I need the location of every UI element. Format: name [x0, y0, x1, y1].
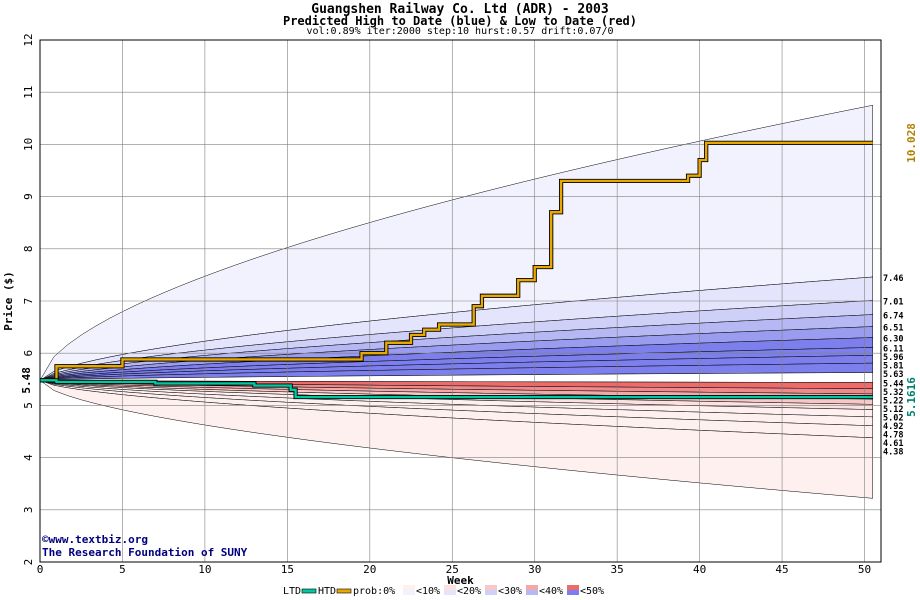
legend-swatch-band-high	[567, 590, 579, 595]
legend-swatch-band-low	[403, 585, 415, 590]
x-axis-label: Week	[447, 574, 474, 587]
legend-swatch-band-low	[485, 585, 497, 590]
y-tick-label: 9	[22, 193, 35, 200]
x-tick-label: 15	[281, 563, 294, 576]
level-label: 7.01	[883, 297, 903, 307]
level-label: 5.32	[883, 388, 903, 398]
x-tick-label: 20	[363, 563, 376, 576]
legend-label-prob: prob:0%	[353, 586, 395, 597]
y-tick-label: 8	[22, 245, 35, 252]
x-tick-label: 30	[528, 563, 541, 576]
y-tick-label: 10	[22, 138, 35, 151]
y-tick-label: 4	[22, 454, 35, 461]
legend-label-band: <20%	[457, 586, 481, 597]
legend-swatch-band-low	[444, 585, 456, 590]
level-label: 4.92	[883, 422, 903, 432]
level-label: 4.61	[883, 439, 903, 449]
level-label: 5.44	[883, 379, 903, 389]
chart-title: Guangshen Railway Co. Ltd (ADR) - 2003	[311, 2, 609, 17]
axes: 0 5 10 15 20 25 30 35 40 45 5023456789101112WeekPr…	[2, 33, 882, 587]
level-label: 6.51	[883, 324, 903, 334]
y-tick-label: 5	[22, 402, 35, 409]
series-lines	[40, 140, 873, 400]
legend-swatch-band-high	[403, 590, 415, 595]
legend-swatch-htd	[336, 588, 352, 594]
legend: LTD HTD prob:0% <10% <20% <30% <40% <50%	[283, 585, 604, 597]
y-tick-label: 11	[22, 86, 35, 99]
legend-label-ltd: LTD	[283, 586, 301, 597]
legend-swatch-band-high	[526, 590, 538, 595]
level-label: 4.78	[883, 430, 903, 440]
y-tick-label: 7	[22, 298, 35, 305]
x-tick-label: 5	[119, 563, 126, 576]
legend-label-band: <50%	[580, 586, 604, 597]
start-price-label: 5.48	[20, 367, 33, 394]
level-label: 6.11	[883, 344, 903, 354]
x-tick-label: 35	[611, 563, 624, 576]
x-tick-label: 45	[775, 563, 788, 576]
level-label: 6.74	[883, 312, 903, 322]
x-tick-label: 25	[446, 563, 459, 576]
legend-label-band: <30%	[498, 586, 522, 597]
level-label: 5.63	[883, 370, 903, 380]
watermark-url: ©www.textbiz.org	[42, 533, 148, 546]
y-tick-label: 6	[22, 350, 35, 357]
high-final-label: 10.028	[905, 123, 918, 163]
level-label: 5.81	[883, 361, 903, 371]
plot-frame	[39, 39, 882, 563]
y-tick-label: 3	[22, 506, 35, 513]
x-tick-label: 50	[858, 563, 871, 576]
legend-label-htd: HTD	[318, 586, 336, 597]
level-label: 4.38	[883, 447, 903, 457]
series-line-htd	[40, 141, 873, 382]
legend-swatch-band-low	[567, 585, 579, 590]
level-label: 5.22	[883, 396, 903, 406]
chart-subtitle: Predicted High to Date (blue) & Low to D…	[282, 14, 637, 28]
legend-swatch-band-low	[526, 585, 538, 590]
level-label: 5.12	[883, 405, 903, 415]
y-tick-label: 12	[22, 33, 35, 46]
legend-label-band: <40%	[539, 586, 563, 597]
level-label: 7.46	[883, 274, 903, 284]
x-tick-label: 40	[693, 563, 706, 576]
low-final-label: 5.1616	[905, 377, 918, 417]
legend-label-band: <10%	[416, 586, 440, 597]
series-line-ltd	[40, 379, 873, 399]
y-tick-label: 2	[22, 559, 35, 566]
legend-swatch-band-high	[444, 590, 456, 595]
simulation-params: vol:0.89% iter:2000 step:10 hurst:0.57 d…	[306, 26, 614, 37]
band-low	[39, 380, 874, 499]
legend-swatch-ltd	[301, 588, 317, 594]
legend-swatch-band-high	[485, 590, 497, 595]
x-tick-label: 10	[198, 563, 211, 576]
y-axis-label: Price ($)	[2, 271, 15, 331]
level-label: 6.30	[883, 335, 903, 345]
level-label: 5.02	[883, 413, 903, 423]
level-label: 5.96	[883, 353, 903, 363]
right-labels: 5.48 7.46 7.01 6.74 6.516.306.115.965.815.63…	[20, 123, 918, 457]
x-tick-label: 0	[37, 563, 44, 576]
watermark-org: The Research Foundation of SUNY	[42, 546, 248, 559]
